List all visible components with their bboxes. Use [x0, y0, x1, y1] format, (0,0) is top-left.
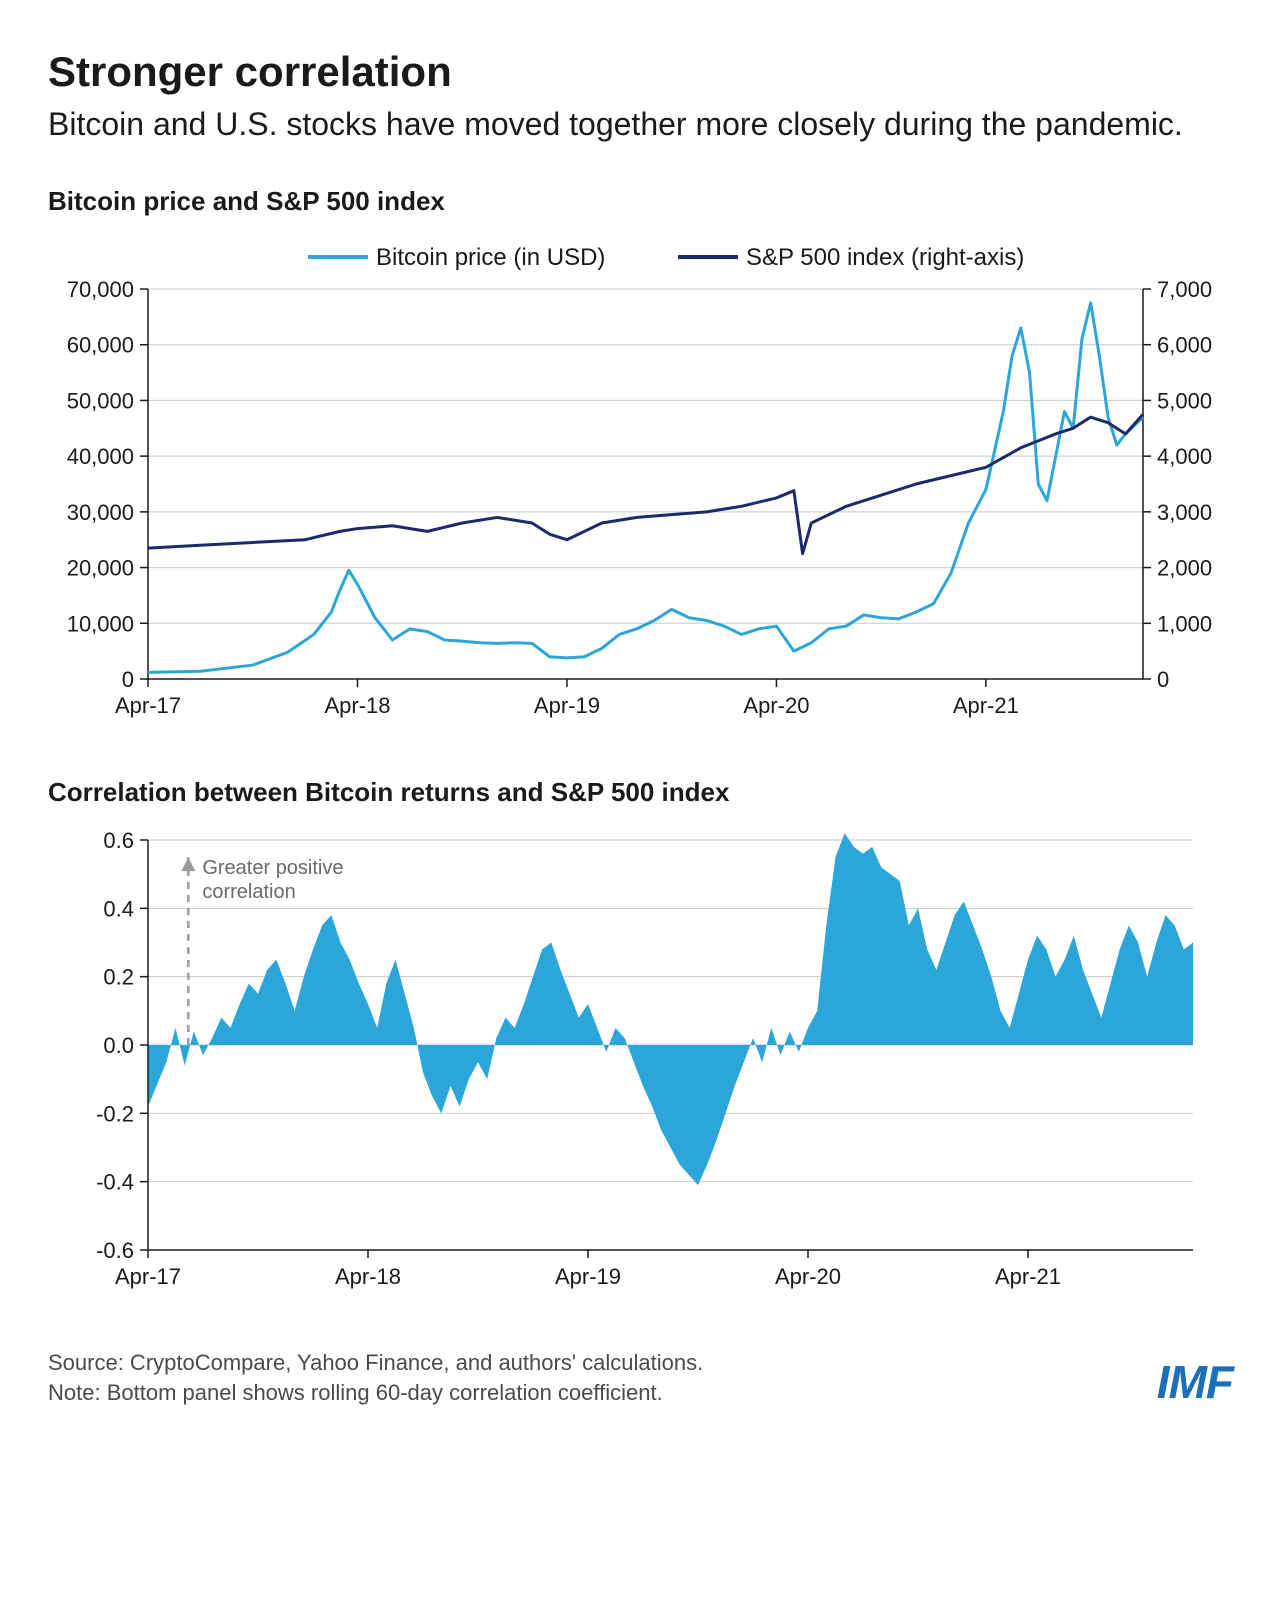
svg-text:Apr-21: Apr-21	[953, 693, 1019, 718]
svg-text:0: 0	[122, 667, 134, 692]
svg-text:0.0: 0.0	[103, 1033, 134, 1058]
imf-logo: IMF	[1157, 1355, 1233, 1409]
chart-1-title: Bitcoin price and S&P 500 index	[48, 186, 1233, 217]
svg-text:Apr-21: Apr-21	[995, 1264, 1061, 1289]
svg-text:4,000: 4,000	[1157, 444, 1212, 469]
svg-text:Bitcoin price (in USD): Bitcoin price (in USD)	[376, 244, 605, 271]
svg-text:70,000: 70,000	[67, 277, 134, 302]
page-subtitle: Bitcoin and U.S. stocks have moved toget…	[48, 104, 1233, 146]
svg-text:0.2: 0.2	[103, 964, 134, 989]
svg-text:correlation: correlation	[202, 881, 295, 903]
svg-text:Apr-17: Apr-17	[115, 693, 181, 718]
svg-text:-0.4: -0.4	[96, 1169, 134, 1194]
chart-2-svg: -0.6 -0.4 -0.2 0.0 0.2 0.4 0.6 Apr-17 Apr-18 Apr-…	[48, 820, 1233, 1300]
source-text: Source: CryptoCompare, Yahoo Finance, an…	[48, 1348, 703, 1410]
svg-text:0: 0	[1157, 667, 1169, 692]
svg-text:Apr-17: Apr-17	[115, 1264, 181, 1289]
svg-text:50,000: 50,000	[67, 388, 134, 413]
svg-text:20,000: 20,000	[67, 555, 134, 580]
svg-text:1,000: 1,000	[1157, 611, 1212, 636]
svg-text:7,000: 7,000	[1157, 277, 1212, 302]
note-line: Note: Bottom panel shows rolling 60-day …	[48, 1378, 703, 1409]
svg-text:3,000: 3,000	[1157, 499, 1212, 524]
chart-1: Bitcoin price and S&P 500 index 0 10,000 2…	[48, 186, 1233, 729]
svg-text:Greater positive: Greater positive	[202, 857, 343, 879]
footer: Source: CryptoCompare, Yahoo Finance, an…	[48, 1348, 1233, 1410]
svg-text:30,000: 30,000	[67, 499, 134, 524]
svg-text:Apr-19: Apr-19	[534, 693, 600, 718]
svg-text:-0.6: -0.6	[96, 1238, 134, 1263]
svg-text:0.6: 0.6	[103, 828, 134, 853]
svg-text:6,000: 6,000	[1157, 332, 1212, 357]
svg-text:-0.2: -0.2	[96, 1101, 134, 1126]
svg-text:0.4: 0.4	[103, 896, 134, 921]
svg-text:Apr-20: Apr-20	[743, 693, 809, 718]
svg-text:5,000: 5,000	[1157, 388, 1212, 413]
svg-text:60,000: 60,000	[67, 332, 134, 357]
chart-2-title: Correlation between Bitcoin returns and …	[48, 777, 1233, 808]
svg-text:Apr-20: Apr-20	[775, 1264, 841, 1289]
source-line: Source: CryptoCompare, Yahoo Finance, an…	[48, 1348, 703, 1379]
svg-text:Apr-18: Apr-18	[335, 1264, 401, 1289]
svg-text:S&P 500 index (right-axis): S&P 500 index (right-axis)	[746, 244, 1024, 271]
chart-2: Correlation between Bitcoin returns and …	[48, 777, 1233, 1300]
svg-text:Apr-19: Apr-19	[555, 1264, 621, 1289]
svg-text:10,000: 10,000	[67, 611, 134, 636]
page-title: Stronger correlation	[48, 48, 1233, 96]
svg-text:2,000: 2,000	[1157, 555, 1212, 580]
svg-text:40,000: 40,000	[67, 444, 134, 469]
chart-1-svg: 0 10,000 20,000 30,000 40,000 50,000 60,000 70,…	[48, 229, 1233, 729]
svg-text:Apr-18: Apr-18	[324, 693, 390, 718]
